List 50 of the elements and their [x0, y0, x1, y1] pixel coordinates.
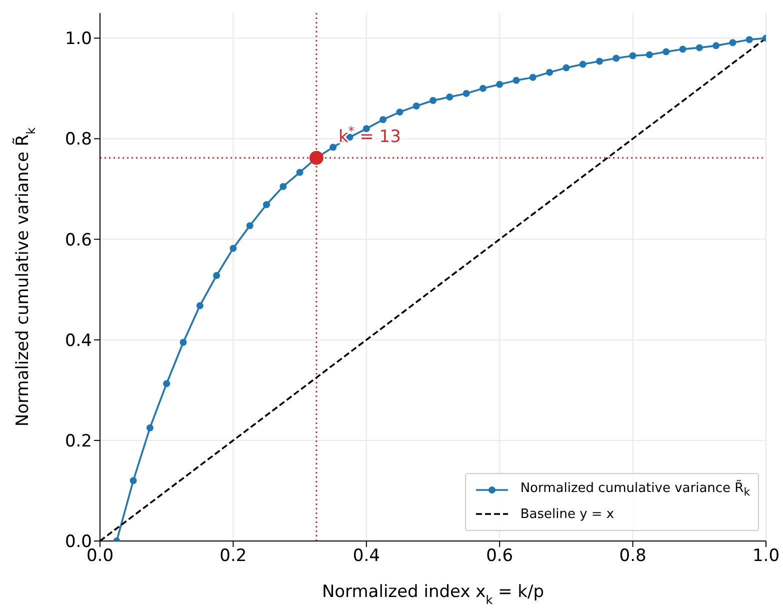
point — [380, 116, 387, 124]
point — [529, 74, 536, 81]
y-tick-label: 0.4 — [64, 330, 92, 351]
point — [180, 338, 187, 346]
point — [546, 68, 554, 76]
y-tick-label: 0.8 — [64, 130, 92, 150]
point — [163, 380, 170, 388]
x-tick-label: 0.2 — [220, 546, 247, 566]
point — [462, 90, 470, 97]
point — [662, 48, 670, 56]
point — [562, 64, 570, 72]
point — [396, 108, 404, 116]
x-axis-title: Normalized index x$_{k}$ = k/p — [322, 582, 544, 607]
point — [679, 46, 686, 53]
point — [246, 222, 254, 230]
point — [146, 424, 154, 432]
x-tick-label: 0.8 — [619, 546, 646, 566]
y-tick-label: 0.2 — [64, 431, 92, 452]
point — [712, 42, 720, 50]
point — [309, 150, 324, 165]
point — [263, 201, 270, 208]
point — [196, 302, 204, 310]
y-tick-label: 1.0 — [64, 29, 92, 50]
point — [330, 144, 337, 151]
legend-label: Baseline y = x — [520, 506, 614, 522]
point — [696, 44, 703, 52]
point — [596, 58, 603, 65]
point — [230, 244, 237, 252]
y-tick-label: 0.6 — [64, 230, 92, 250]
point — [362, 125, 370, 132]
point — [213, 272, 220, 279]
point — [130, 477, 137, 484]
point — [512, 76, 520, 84]
point — [280, 182, 287, 190]
point — [446, 93, 454, 100]
x-tick-label: 0.4 — [352, 546, 380, 566]
x-tick-label: 1.0 — [752, 546, 780, 566]
point — [296, 168, 304, 176]
point — [729, 39, 736, 46]
legend-label: Normalized cumulative variance R̃$_{k}$ — [520, 481, 750, 499]
point — [612, 54, 620, 62]
point — [479, 84, 486, 92]
point — [646, 51, 653, 58]
point — [746, 36, 753, 44]
point — [579, 60, 586, 68]
point — [629, 52, 636, 60]
point — [430, 96, 436, 104]
point — [496, 80, 504, 88]
x-tick-label: 0.6 — [486, 546, 514, 566]
point — [412, 102, 420, 110]
